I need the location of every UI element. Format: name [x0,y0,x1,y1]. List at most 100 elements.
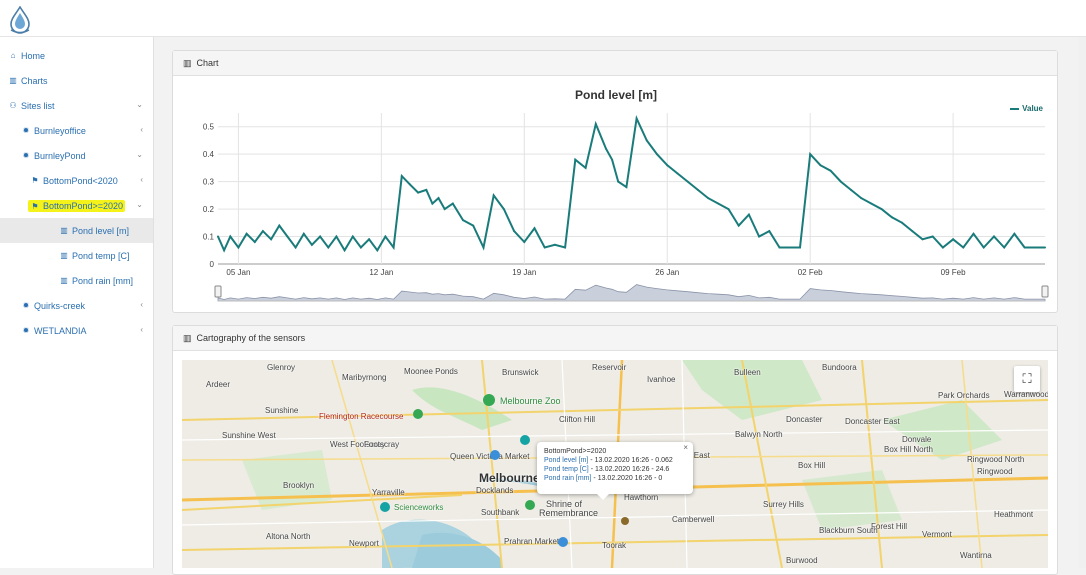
x-tick-label: 05 Jan [226,268,250,277]
map-label: Box Hill [798,461,826,470]
map-label: Clifton Hill [559,415,596,424]
popup-link-pond-rain[interactable]: Pond rain [mm] [544,475,592,482]
data-point [1044,246,1046,249]
map-label: Yarraville [372,488,405,497]
chevron-down-icon: ⌄ [136,150,143,159]
map-label: Ringwood [977,467,1013,476]
popup-link-pond-level[interactable]: Pond level [m] [544,457,589,464]
sidebar-item-pond-rain[interactable]: ▥ Pond rain [mm] [0,268,153,293]
data-point [543,246,546,249]
data-point [553,243,556,246]
data-point [696,188,699,191]
data-point [921,238,924,241]
map-label: Maribyrnong [342,373,387,382]
map-label: Camberwell [672,515,715,524]
data-point [462,219,464,222]
y-tick-label: 0.3 [203,178,215,187]
navigator-series [217,284,1046,302]
navigator-handle-left[interactable] [214,285,222,298]
data-point [829,169,832,172]
map-label: Brunswick [502,368,539,377]
page-scrollbar[interactable] [1078,37,1086,568]
popup-link-pond-temp[interactable]: Pond temp [C] [544,466,589,473]
map-label: Hawthorn [624,493,659,502]
bar-chart-icon: ▥ [183,57,192,68]
pond-level-chart[interactable]: 0 0.1 0.2 0.3 0.4 0.5 05 Jan 12 Jan 19 Jan 26 Ja… [173,51,1059,314]
sidebar-item-label: Pond rain [mm] [72,275,134,286]
map-label: Remembrance [539,508,599,518]
fullscreen-icon: ⛶ [1022,371,1032,386]
map-label: Bundoora [822,363,857,372]
sitemap-icon: ⚇ [9,101,17,110]
map-label: Footscray [364,440,400,449]
map-label: Blackburn South [819,526,878,535]
map-label: Ivanhoe [647,375,676,384]
x-tick-label: 09 Feb [941,268,966,277]
data-point [737,224,740,227]
sidebar-item-sites-list[interactable]: ⚇ Sites list ⌄ [0,93,153,118]
chevron-left-icon: ‹ [140,325,143,334]
y-tick-label: 0.1 [203,233,215,242]
y-tick-label: 0.4 [203,150,215,159]
map-label: Moonee Ponds [404,367,458,376]
sidebar-item-label: BurnleyPond [34,150,86,161]
data-point [676,172,679,175]
chart-panel-header: ▥ Chart [173,51,1057,76]
gear-icon: ✹ [22,151,30,160]
sensor-map[interactable]: Glenroy Reservoir Bundoora Ardeer Mariby… [182,360,1048,568]
map-label: Doncaster East [845,417,900,426]
sidebar-item-bottompond-before-2020[interactable]: ⚑ BottomPond<2020 ‹ [0,168,153,193]
data-point [952,238,955,241]
sidebar-item-pond-level[interactable]: ▥ Pond level [m] [0,218,153,243]
map-label: Scienceworks [394,503,444,512]
gear-icon: ✹ [22,326,30,335]
x-tick-label: 02 Feb [798,268,823,277]
data-point [335,235,338,238]
data-point [400,175,403,178]
data-point [799,246,801,249]
chevron-down-icon: ⌄ [136,200,143,209]
y-tick-label: 0 [210,260,215,269]
data-point [870,202,873,205]
sidebar: ⌂ Home ▥ Charts ⚇ Sites list ⌄ ✹ Burnley… [0,37,154,568]
data-point [605,147,607,150]
data-point [1033,246,1036,249]
navigator-handle-right[interactable] [1041,285,1049,298]
data-point [513,230,516,233]
sidebar-item-wetlandia[interactable]: ✹ WETLANDIA ‹ [0,318,153,343]
chart-panel-title: Chart [196,58,219,68]
data-point [686,180,689,183]
data-point [635,117,638,120]
sidebar-item-burnleypond[interactable]: ✹ BurnleyPond ⌄ [0,143,153,168]
map-label: Glenroy [267,363,296,372]
data-point [482,246,485,249]
sidebar-item-label: Quirks-creek [34,300,86,311]
data-point [343,249,346,252]
data-point [223,249,226,252]
data-point [359,246,362,249]
fullscreen-button[interactable]: ⛶ [1014,366,1040,392]
water-drop-logo-icon[interactable] [8,6,32,34]
data-point [931,235,934,238]
map-label: Forest Hill [871,522,908,531]
sidebar-item-home[interactable]: ⌂ Home [0,43,153,68]
close-icon[interactable]: × [683,443,688,452]
data-point [523,241,526,243]
chart-legend[interactable]: Value [1010,104,1043,113]
data-point [437,197,440,200]
x-tick-label: 12 Jan [369,268,393,277]
sidebar-item-burnleyoffice[interactable]: ✹ Burnleyoffice ‹ [0,118,153,143]
data-point [962,246,965,249]
chevron-down-icon: ⌄ [136,100,143,109]
map-label: Vermont [922,530,952,539]
data-point [982,246,985,249]
popup-value: - 13.02.2020 16:26 - 0.062 [588,457,673,464]
sidebar-item-bottompond-from-2020[interactable]: ⚑ BottomPond>=2020 ⌄ [0,193,153,218]
chevron-left-icon: ‹ [140,175,143,184]
data-point [717,202,720,205]
data-point [911,230,914,233]
sidebar-item-pond-temp[interactable]: ▥ Pond temp [C] [0,243,153,268]
gear-icon: ✹ [22,126,30,135]
sidebar-item-quirks-creek[interactable]: ✹ Quirks-creek ‹ [0,293,153,318]
sidebar-item-charts[interactable]: ▥ Charts [0,68,153,93]
